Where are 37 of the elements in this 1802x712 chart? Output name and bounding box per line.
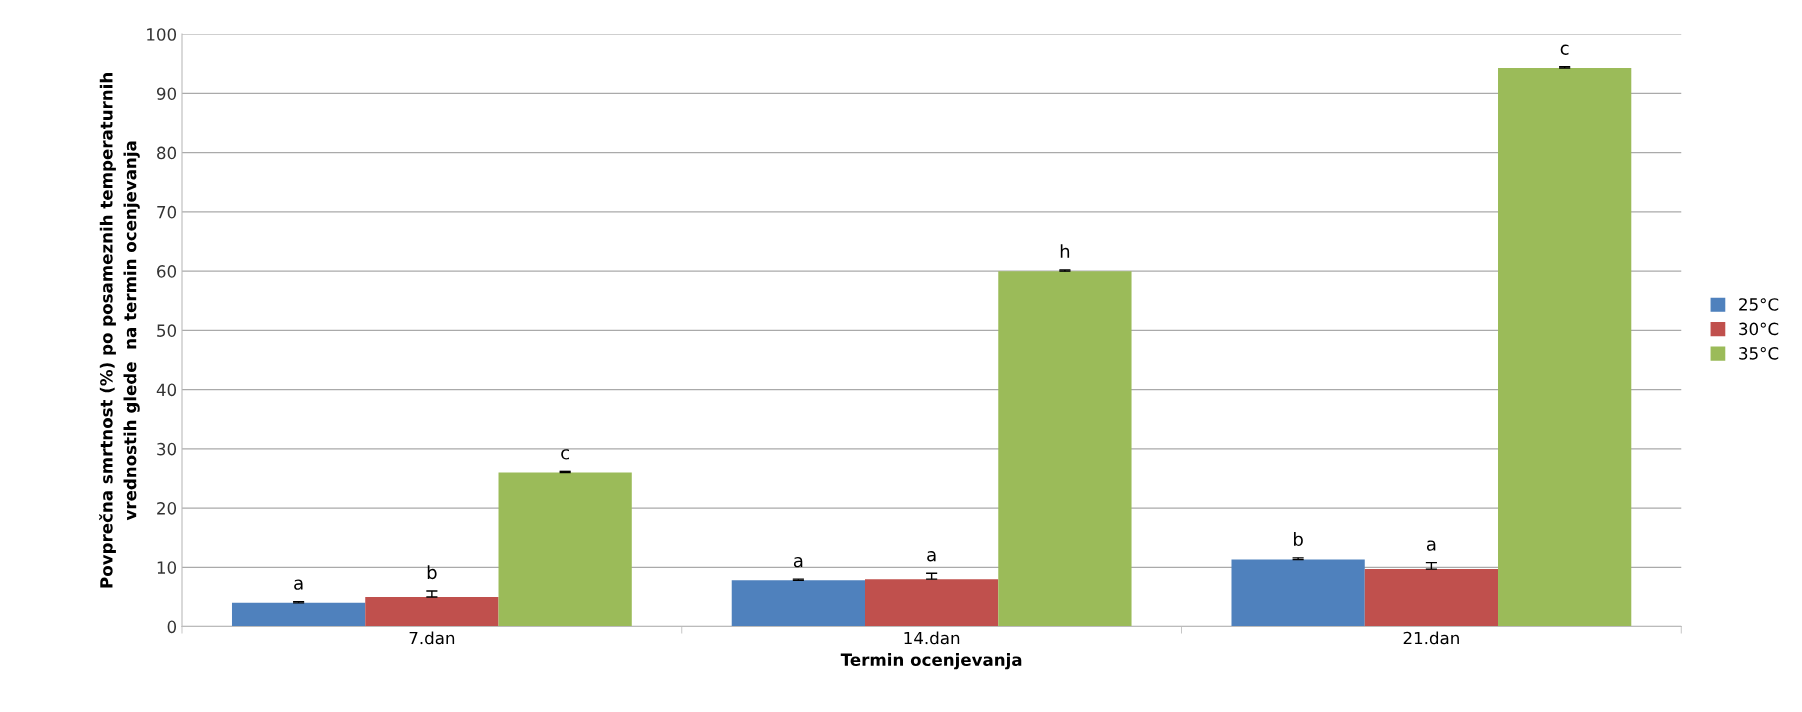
data-label: a [1426,540,1436,551]
data-label: c [1560,44,1569,55]
y-tick-label: 30 [157,442,177,456]
legend-label: 30°C [1739,322,1779,336]
bar [1498,67,1632,627]
x-tick-label: 7.dan [409,631,455,645]
bar [1231,559,1365,627]
bar [365,596,499,627]
legend-label: 25°C [1739,298,1779,311]
y-tick-label: 10 [157,561,177,574]
bar [731,580,865,627]
y-tick-label: 80 [157,146,177,160]
y-tick-label: 0 [167,620,177,634]
y-axis-title: Povprečna smrtnost (%) po posameznih temperaturnih vrednostih glede na termin ocenjevanja [99,73,140,588]
data-label: a [294,579,303,590]
data-label: b [1294,532,1303,547]
data-label: a [927,551,936,562]
bar [498,472,632,627]
y-tick-label: 40 [156,383,177,397]
data-label: c [561,449,569,460]
bar [998,271,1132,627]
bar [231,602,366,627]
x-tick-label: 14.dan [904,631,960,645]
x-tick-label: 21.dan [1403,631,1459,645]
y-tick-label: 90 [156,87,177,100]
y-tick-label: 20 [157,502,177,515]
y-tick-label: 100 [147,28,177,41]
y-tick-label: 50 [157,324,177,337]
y-tick-label: 60 [157,265,177,278]
bar [865,579,999,627]
data-label: b [427,565,437,580]
x-axis-title: Termin ocenjevanja [840,653,1022,670]
data-label: a [793,556,803,568]
data-label: h [1060,244,1070,258]
bar [1364,569,1499,627]
y-tick-label: 70 [157,205,177,219]
legend-label: 35°C [1739,347,1779,360]
